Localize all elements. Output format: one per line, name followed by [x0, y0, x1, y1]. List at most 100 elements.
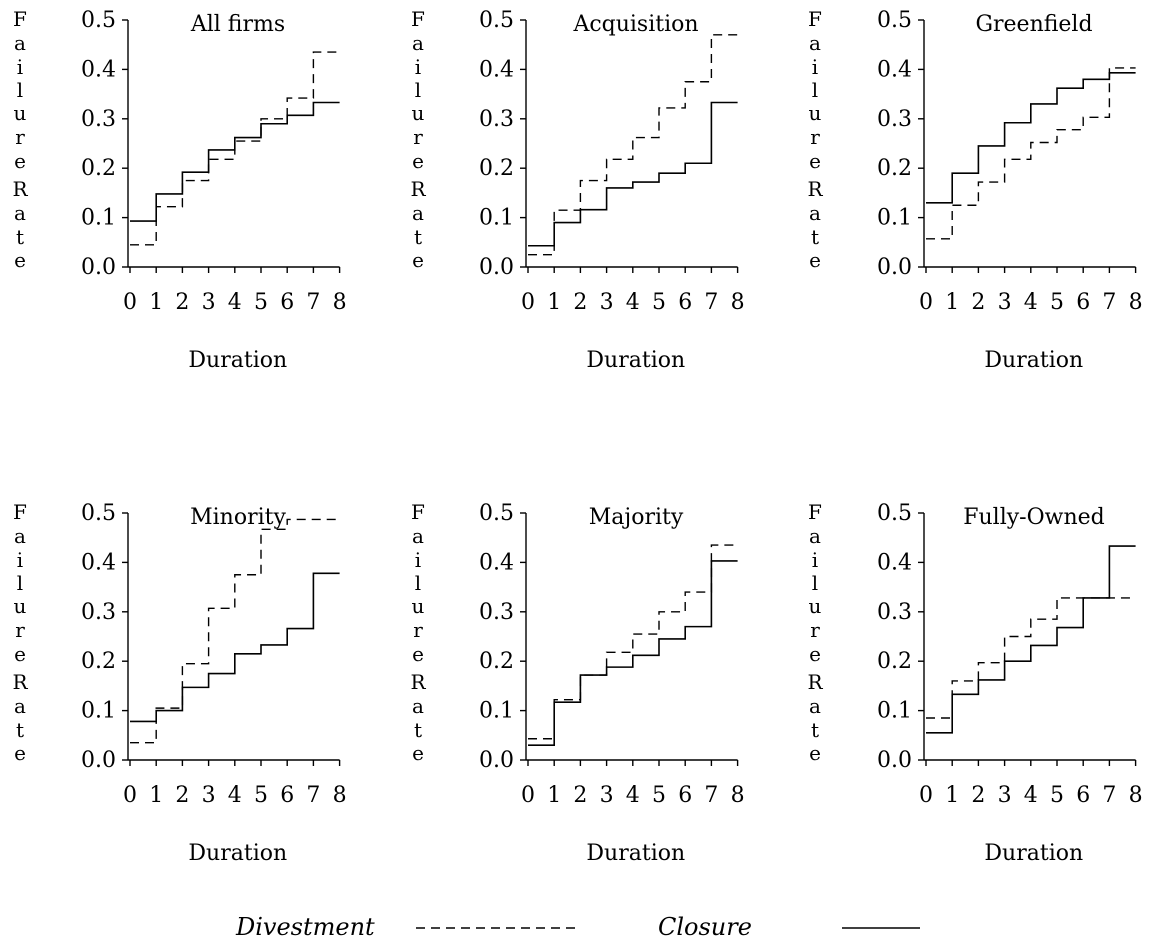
x-axis-label: Duration — [188, 841, 287, 866]
y-tick-label: 0.0 — [877, 255, 912, 280]
x-tick-label: 2 — [573, 290, 587, 315]
x-tick-label: 7 — [306, 783, 320, 808]
legend: Divestment Closure — [235, 913, 920, 941]
series-closure — [926, 72, 1136, 204]
legend-label-closure: Closure — [658, 913, 752, 941]
series-closure — [130, 572, 340, 723]
y-tick-label: 0.1 — [81, 206, 116, 231]
y-tick-label: 0.5 — [877, 501, 912, 526]
x-tick-label: 0 — [521, 290, 535, 315]
x-tick-label: 0 — [123, 783, 137, 808]
series-divestment — [528, 34, 738, 256]
y-tick-label: 0.2 — [877, 649, 912, 674]
chart-title: All firms — [190, 12, 285, 37]
x-tick-label: 4 — [626, 783, 640, 808]
x-tick-label: 5 — [1050, 783, 1064, 808]
y-tick-label: 0.3 — [877, 107, 912, 132]
y-tick-label: 0.0 — [479, 255, 514, 280]
chart-title: Majority — [589, 505, 684, 530]
y-tick-label: 0.2 — [479, 649, 514, 674]
y-tick-label: 0.5 — [81, 501, 116, 526]
x-tick-label: 3 — [202, 290, 216, 315]
series-divestment — [926, 67, 1136, 240]
x-tick-label: 4 — [1024, 290, 1038, 315]
x-tick-label: 2 — [573, 783, 587, 808]
y-tick-label: 0.4 — [81, 57, 116, 82]
chart-title: Acquisition — [572, 12, 698, 37]
x-tick-label: 1 — [547, 290, 561, 315]
x-tick-label: 8 — [333, 783, 347, 808]
x-tick-label: 4 — [1024, 783, 1038, 808]
y-tick-label: 0.2 — [81, 156, 116, 181]
x-axis-label: Duration — [984, 348, 1083, 373]
x-tick-label: 5 — [1050, 290, 1064, 315]
x-tick-label: 2 — [971, 290, 985, 315]
y-tick-label: 0.5 — [479, 8, 514, 33]
series-divestment — [528, 544, 738, 740]
x-tick-label: 1 — [547, 783, 561, 808]
x-tick-label: 3 — [202, 783, 216, 808]
x-tick-label: 8 — [1129, 290, 1143, 315]
y-tick-label: 0.3 — [877, 600, 912, 625]
series-divestment — [130, 518, 340, 744]
chart-majority: 0.0 0.1 0.2 0.3 0.4 0.5 0 1 2 3 4 5 6 7 8 Majority F a i l u… — [410, 500, 744, 866]
y-tick-label: 0.4 — [877, 550, 912, 575]
x-axis-label: Duration — [984, 841, 1083, 866]
x-tick-label: 2 — [175, 783, 189, 808]
x-tick-label: 1 — [945, 290, 959, 315]
x-tick-label: 4 — [626, 290, 640, 315]
x-tick-label: 0 — [521, 783, 535, 808]
chart-title: Minority — [190, 505, 286, 530]
y-tick-label: 0.2 — [81, 649, 116, 674]
series-closure — [130, 101, 340, 222]
x-tick-label: 7 — [1102, 290, 1116, 315]
y-tick-label: 0.4 — [479, 57, 514, 82]
series-closure — [926, 545, 1136, 734]
x-tick-label: 8 — [731, 783, 745, 808]
chart-greenfield: 0.0 0.1 0.2 0.3 0.4 0.5 0 1 2 3 4 5 6 7 8 Greenfield F a i… — [807, 7, 1142, 373]
x-tick-label: 4 — [228, 290, 242, 315]
chart-acquisition: 0.0 0.1 0.2 0.3 0.4 0.5 0 1 2 3 4 5 6 7 8 Acquisition F a… — [410, 7, 744, 373]
y-tick-label: 0.1 — [877, 699, 912, 724]
legend-label-divestment: Divestment — [235, 913, 375, 941]
y-tick-label: 0.0 — [81, 748, 116, 773]
x-tick-label: 7 — [1102, 783, 1116, 808]
x-tick-label: 3 — [600, 783, 614, 808]
series-closure — [528, 560, 738, 746]
y-tick-label: 0.4 — [479, 550, 514, 575]
x-axis-label: Duration — [188, 348, 287, 373]
x-tick-label: 1 — [149, 290, 163, 315]
chart-minority: 0.0 0.1 0.2 0.3 0.4 0.5 0 1 2 3 4 5 6 7 8 Minority F a i l u… — [12, 500, 346, 866]
x-tick-label: 6 — [1076, 290, 1090, 315]
x-tick-label: 6 — [678, 290, 692, 315]
x-tick-label: 6 — [280, 290, 294, 315]
y-tick-label: 0.2 — [479, 156, 514, 181]
x-tick-label: 0 — [919, 783, 933, 808]
x-tick-label: 3 — [998, 290, 1012, 315]
y-tick-label: 0.0 — [479, 748, 514, 773]
y-tick-label: 0.5 — [479, 501, 514, 526]
y-tick-label: 0.1 — [479, 206, 514, 231]
x-tick-label: 8 — [333, 290, 347, 315]
y-tick-label: 0.4 — [877, 57, 912, 82]
y-tick-label: 0.0 — [877, 748, 912, 773]
x-axis-label: Duration — [586, 841, 685, 866]
x-tick-label: 2 — [971, 783, 985, 808]
chart-title: Greenfield — [975, 12, 1092, 37]
y-tick-label: 0.5 — [877, 8, 912, 33]
y-tick-label: 0.2 — [877, 156, 912, 181]
y-tick-label: 0.5 — [81, 8, 116, 33]
x-tick-label: 6 — [1076, 783, 1090, 808]
x-tick-label: 5 — [652, 783, 666, 808]
y-tick-label: 0.3 — [479, 107, 514, 132]
x-tick-label: 0 — [919, 290, 933, 315]
x-tick-label: 5 — [254, 783, 268, 808]
chart-title: Fully-Owned — [963, 505, 1105, 530]
x-tick-label: 6 — [678, 783, 692, 808]
